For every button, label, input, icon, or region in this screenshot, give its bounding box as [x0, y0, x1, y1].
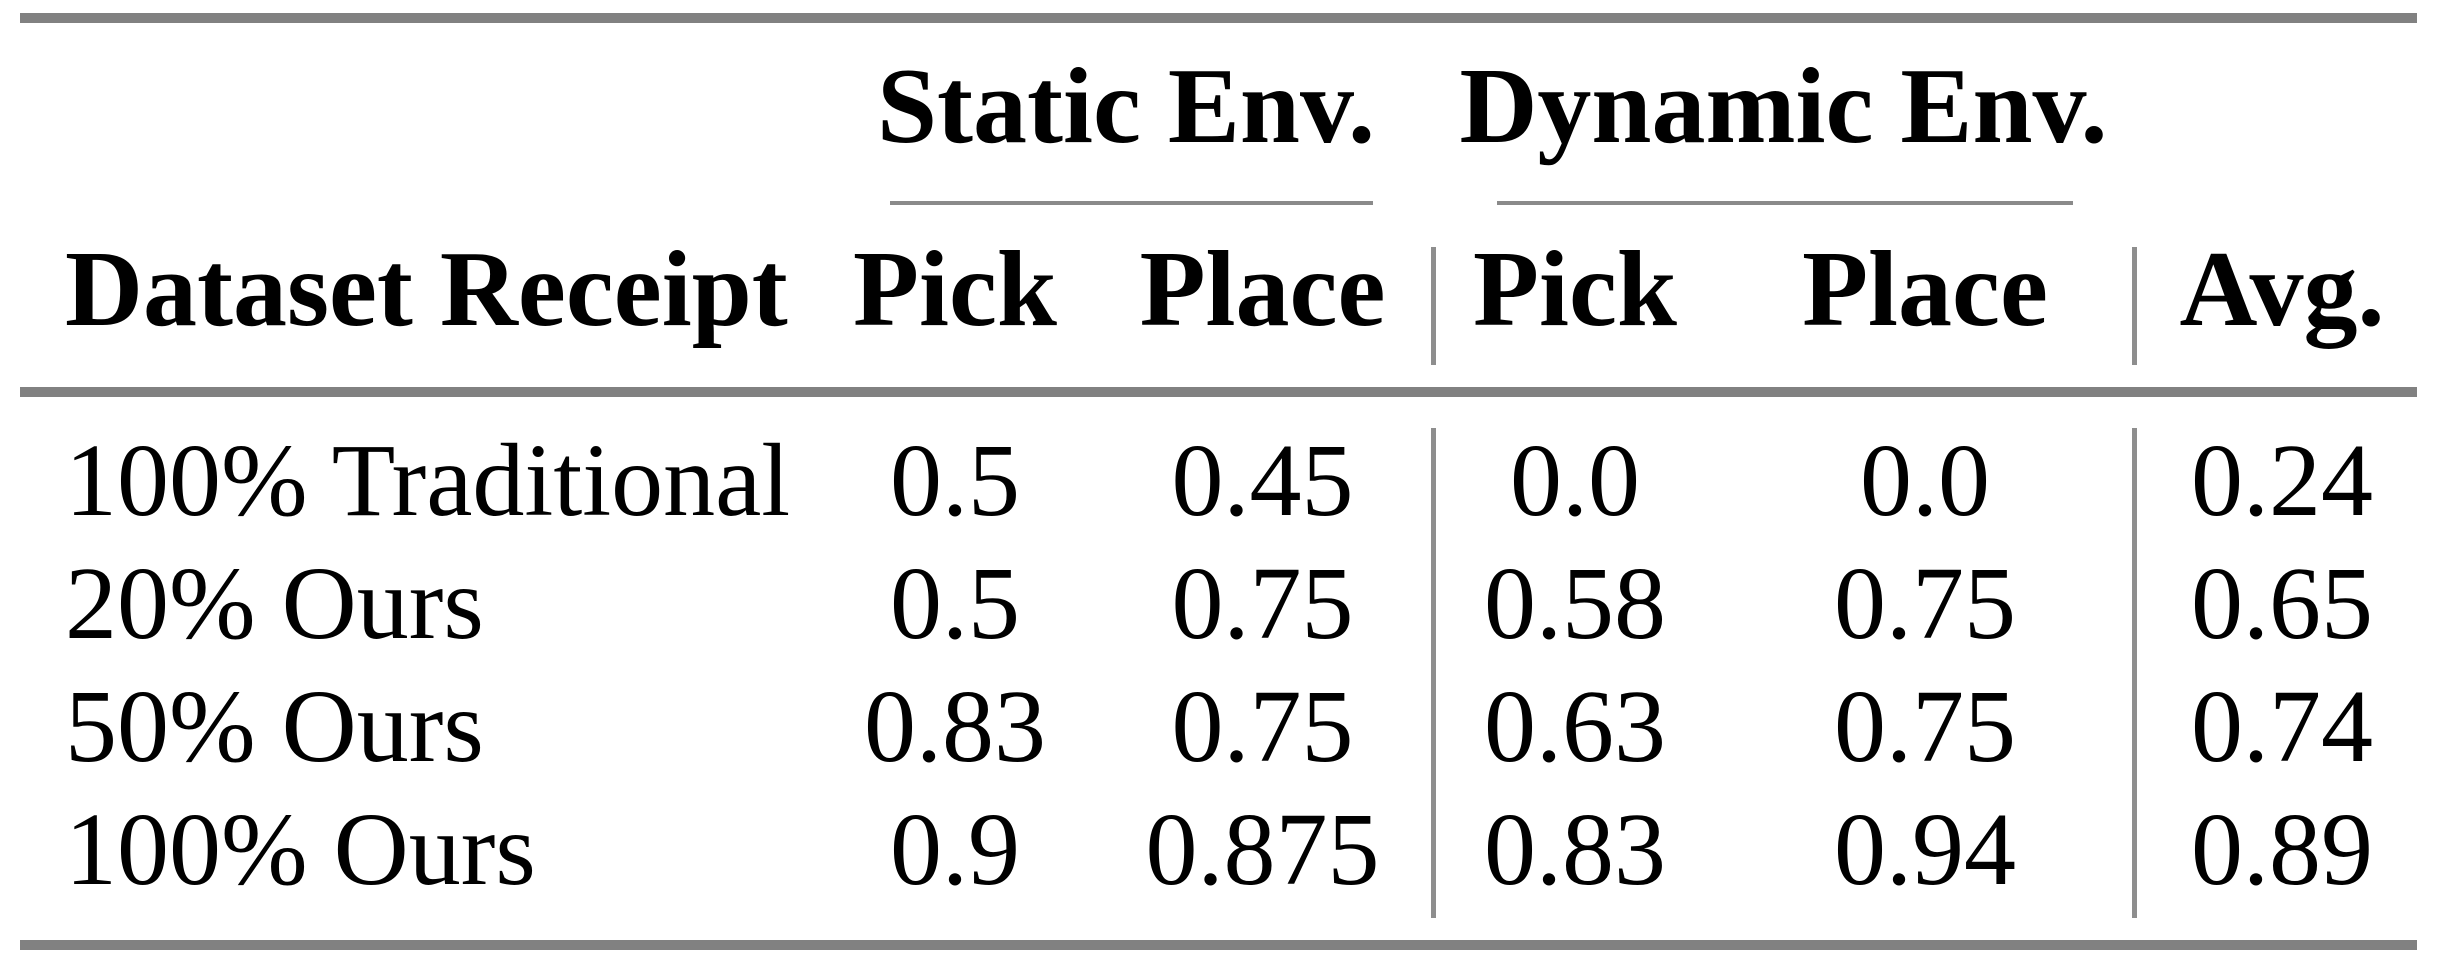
col-header-static-pick: Pick	[853, 230, 1057, 349]
vertical-rule-static-dynamic-header	[1431, 247, 1436, 365]
col-header-static-place: Place	[1139, 230, 1386, 349]
row-label: 50% Ours	[65, 669, 484, 784]
row-label: 100% Traditional	[65, 423, 791, 538]
vertical-rule-avg-body	[2132, 428, 2137, 918]
table-bottom-rule	[20, 940, 2417, 950]
col-header-dynamic-pick: Pick	[1473, 230, 1677, 349]
cell-value: 0.75	[1834, 669, 2016, 784]
table-header-rule	[20, 387, 2417, 397]
cell-value: 0.74	[2191, 669, 2373, 784]
cell-value: 0.89	[2191, 792, 2373, 907]
cell-value: 0.875	[1145, 792, 1380, 907]
cell-value: 0.5	[890, 546, 1020, 661]
cell-value: 0.24	[2191, 423, 2373, 538]
cell-value: 0.83	[1484, 792, 1666, 907]
vertical-rule-avg-header	[2132, 247, 2137, 365]
column-group-dynamic-env: Dynamic Env.	[1459, 47, 2108, 166]
cell-value: 0.5	[890, 423, 1020, 538]
cell-value: 0.45	[1171, 423, 1354, 538]
col-header-dataset-receipt: Dataset Receipt	[65, 230, 788, 349]
cell-value: 0.83	[864, 669, 1046, 784]
cell-value: 0.75	[1171, 546, 1354, 661]
cell-value: 0.0	[1510, 423, 1640, 538]
column-group-static-env: Static Env.	[876, 47, 1376, 166]
cell-value: 0.94	[1834, 792, 2016, 907]
cell-value: 0.0	[1860, 423, 1990, 538]
cell-value: 0.9	[890, 792, 1020, 907]
cell-value: 0.75	[1834, 546, 2016, 661]
cell-value: 0.63	[1484, 669, 1666, 784]
table-top-rule	[20, 13, 2417, 23]
cell-value: 0.58	[1484, 546, 1666, 661]
row-label: 20% Ours	[65, 546, 484, 661]
static-env-cmidrule	[890, 201, 1373, 205]
cell-value: 0.75	[1171, 669, 1354, 784]
cell-value: 0.65	[2191, 546, 2373, 661]
row-label: 100% Ours	[65, 792, 536, 907]
vertical-rule-static-dynamic-body	[1431, 428, 1436, 918]
col-header-avg: Avg.	[2179, 230, 2385, 349]
col-header-dynamic-place: Place	[1802, 230, 2048, 349]
dynamic-env-cmidrule	[1497, 201, 2073, 205]
